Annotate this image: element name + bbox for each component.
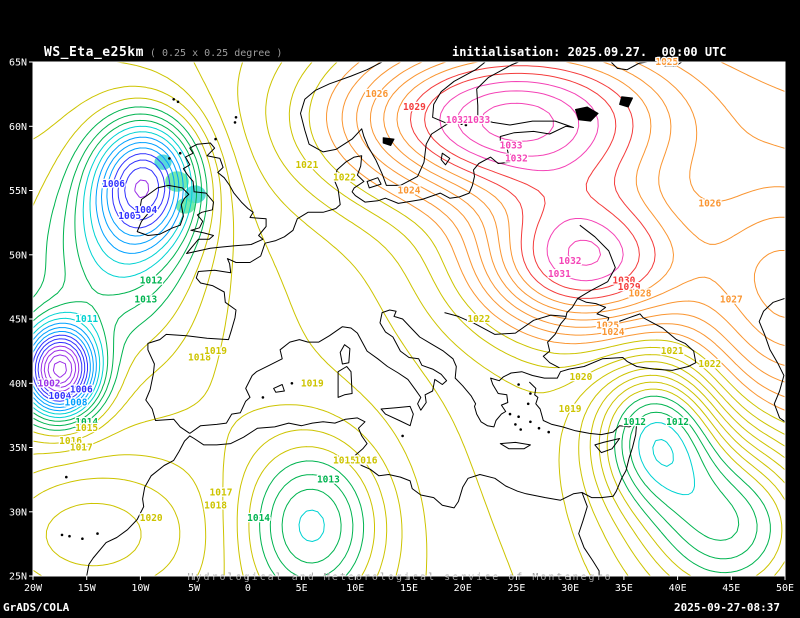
isobar-label: 1006 — [70, 385, 93, 396]
isobar-label: 1032 — [505, 153, 528, 164]
lon-tick-label: 20W — [24, 583, 43, 594]
isobar-label: 1002 — [38, 378, 61, 389]
isobar-label: 1033 — [467, 115, 490, 126]
isobar-label: 1029 — [403, 102, 426, 113]
lon-tick-label: 15W — [78, 583, 97, 594]
lat-tick-label: 30N — [9, 507, 27, 518]
isobar-labels-layer: 1011101210131006100510041002100410061008… — [36, 56, 744, 526]
isobar-label: 1020 — [140, 513, 163, 524]
lon-tick-label: 30E — [561, 583, 579, 594]
lat-tick-label: 60N — [9, 122, 27, 133]
lon-tick-label: 40E — [669, 583, 687, 594]
isobar-label: 1024 — [602, 327, 625, 338]
lat-tick-label: 55N — [9, 186, 27, 197]
lon-tick-label: 45E — [722, 583, 740, 594]
isobar-label: 1019 — [301, 378, 324, 389]
lat-tick-label: 45N — [9, 315, 27, 326]
lon-tick-label: 10E — [346, 583, 364, 594]
isobar-label: 1005 — [118, 211, 141, 222]
lon-tick-label: 0 — [245, 583, 251, 594]
lon-tick-label: 35E — [615, 583, 633, 594]
isobar-label: 1012 — [666, 417, 689, 428]
isobar-label: 1012 — [140, 275, 163, 286]
isobar-label: 1011 — [75, 314, 98, 325]
isobar-label: 1013 — [317, 475, 340, 486]
precip-shading-layer — [154, 154, 206, 214]
isobar-label: 1026 — [698, 198, 721, 209]
isobar-label: 1033 — [500, 141, 523, 152]
model-name: WS_Eta_e25km — [44, 45, 144, 60]
map-layers: 1011101210131006100510041002100410061008… — [33, 56, 785, 576]
isobar-label: 1029 — [618, 282, 641, 293]
isobar-label: 1018 — [188, 353, 211, 364]
creation-timestamp: 2025-09-27-08:37 — [674, 601, 780, 614]
lat-tick-label: 65N — [9, 58, 27, 69]
isobar-label: 1022 — [698, 359, 721, 370]
isobar-label: 1026 — [365, 89, 388, 100]
isobar-label: 1031 — [548, 269, 571, 280]
isobar-label: 1016 — [59, 436, 82, 447]
isobar-label: 1006 — [102, 179, 125, 190]
lat-tick-label: 40N — [9, 379, 27, 390]
lon-tick-label: 5E — [296, 583, 308, 594]
isobar-label: 1032 — [559, 256, 582, 267]
map-background — [33, 62, 785, 576]
grads-credit: GrADS/COLA — [3, 601, 70, 614]
isobar-label: 1025 — [596, 320, 619, 331]
title-line: WS_Eta_e25km ( 0.25 x 0.25 degree ) — [44, 45, 282, 60]
lon-tick-label: 15E — [400, 583, 418, 594]
isobar-label: 1004 — [134, 205, 157, 216]
isobar-label: 1019 — [559, 404, 582, 415]
isobar-label: 1028 — [629, 288, 652, 299]
isobar-label: 1017 — [210, 488, 233, 499]
isobar-label: 1019 — [204, 346, 227, 357]
isobar-label: 1014 — [75, 417, 98, 428]
isobar-label: 1017 — [70, 443, 93, 454]
lat-tick-label: 25N — [9, 572, 27, 583]
isobar-label: 1024 — [398, 186, 421, 197]
lat-tick-label: 50N — [9, 250, 27, 261]
isobar-label: 1013 — [134, 295, 157, 306]
lon-tick-label: 50E — [776, 583, 794, 594]
lon-tick-label: 20E — [454, 583, 472, 594]
isobar-label: 1021 — [295, 160, 318, 171]
isobar-label: 1021 — [661, 346, 684, 357]
watermark: Hydrological and Meteorological service … — [187, 572, 612, 583]
isobar-label: 1022 — [467, 314, 490, 325]
isobar-label: 1015 — [333, 455, 356, 466]
isobar-label: 1020 — [569, 372, 592, 383]
isobar-label: 1015 — [75, 423, 98, 434]
lon-tick-label: 5W — [188, 583, 201, 594]
isobar-label: 1018 — [204, 500, 227, 511]
lon-tick-label: 10W — [131, 583, 150, 594]
model-resolution: ( 0.25 x 0.25 degree ) — [149, 48, 283, 59]
lat-tick-label: 35N — [9, 443, 27, 454]
isobar-label: 1027 — [720, 295, 743, 306]
isobar-label: 1030 — [612, 275, 635, 286]
isobar-label: 1014 — [247, 513, 270, 524]
isobar-label: 1016 — [355, 455, 378, 466]
isobar-label: 1004 — [48, 391, 71, 402]
isobar-label: 1012 — [623, 417, 646, 428]
coastlines-layer — [60, 62, 785, 576]
isobar-label: 1032 — [446, 115, 469, 126]
lon-tick-label: 25E — [507, 583, 525, 594]
isobar-label: 1022 — [333, 173, 356, 184]
isobar-label: 1008 — [65, 398, 88, 409]
init-time: initialisation: 2025.09.27. 00:00 UTC — [452, 45, 727, 59]
